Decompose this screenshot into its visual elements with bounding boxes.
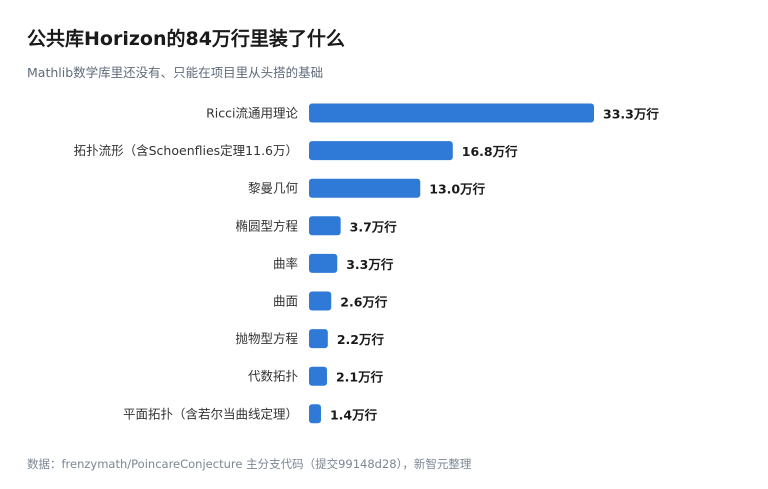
- bar: [309, 291, 332, 311]
- value-label: 2.2万行: [337, 332, 385, 347]
- bar-group: 椭圆型方程 3.7万行: [235, 216, 398, 236]
- category-label: Ricci流通用理论: [206, 106, 298, 121]
- bar-group: 拓扑流形（含Schoenflies定理11.6万） 16.8万行: [74, 141, 518, 161]
- value-label: 33.3万行: [603, 107, 659, 122]
- bar: [309, 178, 421, 198]
- bar-group: Ricci流通用理论 33.3万行: [206, 103, 659, 123]
- category-label: 代数拓扑: [248, 369, 299, 384]
- bar-group: 曲率 3.3万行: [273, 253, 394, 273]
- chart-subtitle: Mathlib数学库里还没有、只能在项目里从头搭的基础: [27, 65, 324, 80]
- category-label: 曲面: [273, 294, 298, 309]
- bar-group: 抛物型方程 2.2万行: [235, 329, 385, 349]
- bar: [309, 253, 338, 273]
- chart-title: 公共库Horizon的84万行里装了什么: [27, 28, 345, 50]
- bar-group: 平面拓扑（含若尔当曲线定理） 1.4万行: [123, 404, 378, 424]
- value-label: 13.0万行: [429, 182, 485, 197]
- bar: [309, 366, 327, 386]
- value-label: 2.1万行: [336, 370, 384, 385]
- bar: [309, 216, 341, 236]
- category-label: 平面拓扑（含若尔当曲线定理）: [123, 406, 298, 421]
- category-label: 拓扑流形（含Schoenflies定理11.6万）: [74, 143, 298, 158]
- source-note: 数据：frenzymath/PoincareConjecture 主分支代码（提…: [27, 457, 472, 471]
- value-label: 16.8万行: [462, 144, 518, 159]
- bar: [309, 329, 328, 349]
- category-label: 椭圆型方程: [235, 218, 298, 233]
- category-label: 黎曼几何: [248, 181, 299, 196]
- value-label: 1.4万行: [330, 407, 378, 422]
- category-label: 抛物型方程: [235, 331, 298, 346]
- category-label: 曲率: [273, 256, 298, 271]
- bar-group: 黎曼几何 13.0万行: [248, 178, 486, 198]
- value-label: 3.3万行: [346, 257, 394, 272]
- bar: [309, 103, 594, 123]
- bar: [309, 141, 453, 161]
- bar-group: 代数拓扑 2.1万行: [248, 366, 384, 386]
- bar: [309, 404, 321, 424]
- value-label: 2.6万行: [340, 295, 388, 310]
- bar-group: 曲面 2.6万行: [273, 291, 388, 311]
- value-label: 3.7万行: [350, 219, 398, 234]
